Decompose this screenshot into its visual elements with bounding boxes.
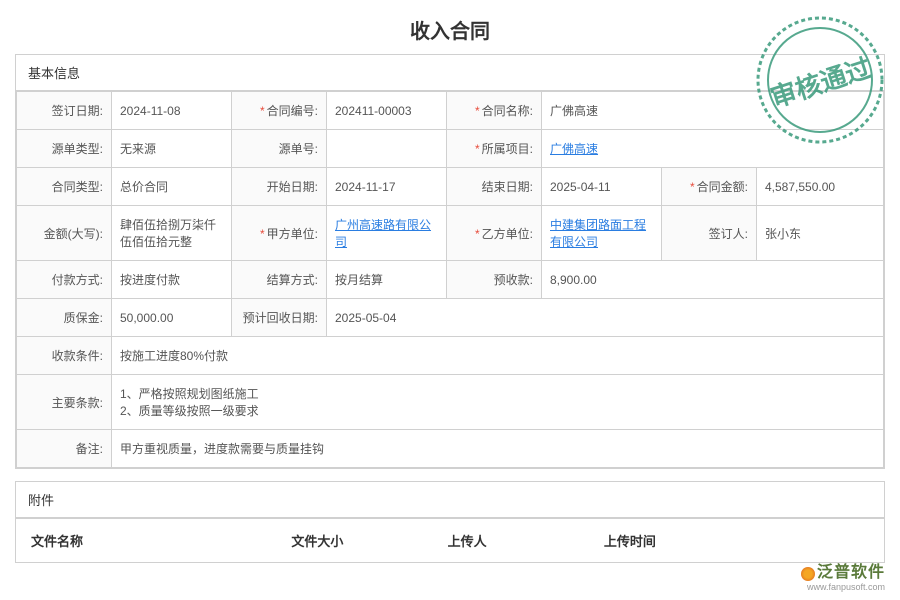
label-contract-name: *合同名称: xyxy=(447,92,542,130)
party-b-link[interactable]: 中建集团路面工程有限公司 xyxy=(550,218,646,249)
value-amount: 4,587,550.00 xyxy=(757,168,884,206)
value-main-terms: 1、严格按照规划图纸施工 2、质量等级按照一级要求 xyxy=(112,375,884,430)
label-recover-date: 预计回收日期: xyxy=(232,299,327,337)
label-start-date: 开始日期: xyxy=(232,168,327,206)
label-source-type: 源单类型: xyxy=(17,130,112,168)
label-sign-date: 签订日期: xyxy=(17,92,112,130)
value-remark: 甲方重视质量，进度款需要与质量挂钩 xyxy=(112,430,884,468)
watermark-brand: 泛普软件 xyxy=(817,564,885,581)
label-source-no: 源单号: xyxy=(232,130,327,168)
attach-col-time: 上传时间 xyxy=(589,519,884,563)
label-amount: *合同金额: xyxy=(662,168,757,206)
attachment-header: 附件 xyxy=(16,482,884,518)
basic-info-table: 签订日期: 2024-11-08 *合同编号: 202411-00003 *合同… xyxy=(16,91,884,468)
value-retention: 50,000.00 xyxy=(112,299,232,337)
value-pay-cond: 按施工进度80%付款 xyxy=(112,337,884,375)
label-project: *所属项目: xyxy=(447,130,542,168)
value-advance: 8,900.00 xyxy=(542,261,884,299)
value-end-date: 2025-04-11 xyxy=(542,168,662,206)
label-advance: 预收款: xyxy=(447,261,542,299)
attach-col-name: 文件名称 xyxy=(16,519,276,563)
attachment-section: 附件 文件名称 文件大小 上传人 上传时间 xyxy=(15,481,885,563)
label-party-a: *甲方单位: xyxy=(232,206,327,261)
value-source-no xyxy=(327,130,447,168)
value-sign-date: 2024-11-08 xyxy=(112,92,232,130)
value-contract-type: 总价合同 xyxy=(112,168,232,206)
value-contract-name: 广佛高速 xyxy=(542,92,884,130)
attach-col-uploader: 上传人 xyxy=(433,519,589,563)
page-title: 收入合同 xyxy=(0,0,900,54)
value-project: 广佛高速 xyxy=(542,130,884,168)
project-link[interactable]: 广佛高速 xyxy=(550,142,598,156)
value-amount-cn: 肆佰伍拾捌万柒仟伍佰伍拾元整 xyxy=(112,206,232,261)
label-settle-method: 结算方式: xyxy=(232,261,327,299)
value-pay-method: 按进度付款 xyxy=(112,261,232,299)
attachment-table: 文件名称 文件大小 上传人 上传时间 xyxy=(16,518,884,562)
watermark: 泛普软件 www.fanpusoft.com xyxy=(801,558,885,592)
label-main-terms: 主要条款: xyxy=(17,375,112,430)
value-party-b: 中建集团路面工程有限公司 xyxy=(542,206,662,261)
label-remark: 备注: xyxy=(17,430,112,468)
value-source-type: 无来源 xyxy=(112,130,232,168)
value-party-a: 广州高速路有限公司 xyxy=(327,206,447,261)
attach-col-size: 文件大小 xyxy=(276,519,432,563)
label-contract-type: 合同类型: xyxy=(17,168,112,206)
watermark-url: www.fanpusoft.com xyxy=(801,582,885,592)
label-pay-method: 付款方式: xyxy=(17,261,112,299)
basic-info-header: 基本信息 xyxy=(16,55,884,91)
logo-icon xyxy=(801,567,815,581)
party-a-link[interactable]: 广州高速路有限公司 xyxy=(335,218,431,249)
value-settle-method: 按月结算 xyxy=(327,261,447,299)
value-signer: 张小东 xyxy=(757,206,884,261)
label-end-date: 结束日期: xyxy=(447,168,542,206)
basic-info-section: 基本信息 签订日期: 2024-11-08 *合同编号: 202411-0000… xyxy=(15,54,885,469)
label-pay-cond: 收款条件: xyxy=(17,337,112,375)
label-retention: 质保金: xyxy=(17,299,112,337)
label-signer: 签订人: xyxy=(662,206,757,261)
label-contract-no: *合同编号: xyxy=(232,92,327,130)
value-recover-date: 2025-05-04 xyxy=(327,299,884,337)
label-party-b: *乙方单位: xyxy=(447,206,542,261)
value-contract-no: 202411-00003 xyxy=(327,92,447,130)
label-amount-cn: 金额(大写): xyxy=(17,206,112,261)
value-start-date: 2024-11-17 xyxy=(327,168,447,206)
